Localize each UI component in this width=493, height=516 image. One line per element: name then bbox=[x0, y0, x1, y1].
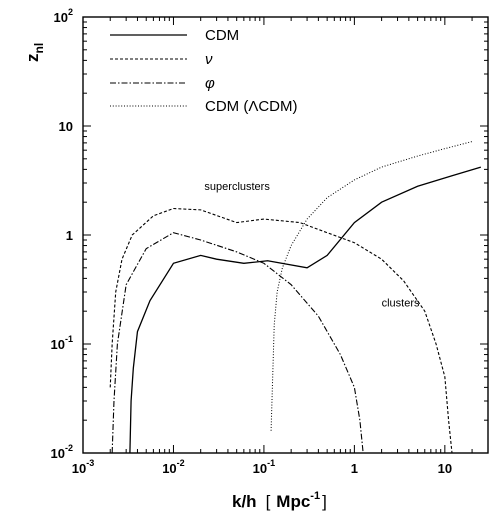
series-nu bbox=[109, 207, 453, 454]
y-tick-label: 10 bbox=[59, 119, 73, 134]
x-tick-label: 10 bbox=[438, 461, 452, 476]
x-axis-label-main: k/h bbox=[232, 492, 257, 511]
y-axis-label-sub: nl bbox=[32, 43, 46, 54]
x-tick-label: 1 bbox=[351, 461, 358, 476]
y-tick-label: 10-1 bbox=[51, 334, 73, 352]
x-axis-unit: Mpc bbox=[276, 492, 310, 511]
x-tick-label: 10-1 bbox=[253, 458, 275, 476]
x-axis-bracket-open: [ bbox=[266, 492, 271, 511]
y-tick-label: 1 bbox=[66, 228, 73, 243]
legend-label-nu: ν bbox=[205, 51, 213, 68]
y-tick-label: 102 bbox=[54, 7, 73, 25]
legend-label-phi: φ bbox=[205, 75, 215, 92]
x-axis-bracket-close: ] bbox=[322, 492, 327, 511]
x-tick-label: 10-3 bbox=[72, 458, 94, 476]
x-tick-label: 10-2 bbox=[162, 458, 184, 476]
x-axis-label: k/h [ Mpc-1] bbox=[232, 490, 327, 511]
y-axis-label-main: z bbox=[23, 54, 42, 63]
plot-frame bbox=[82, 16, 489, 454]
y-axis-label: znl bbox=[23, 43, 46, 62]
series-cdm bbox=[129, 166, 482, 454]
x-axis-unit-exp: -1 bbox=[310, 490, 320, 502]
series-phi bbox=[111, 232, 364, 454]
series-lcdm bbox=[270, 141, 473, 431]
series-lines bbox=[109, 141, 482, 454]
legend-label-cdm: CDM bbox=[205, 27, 239, 44]
annotation-superclusters: superclusters bbox=[204, 181, 270, 193]
legend-label-lcdm: CDM (ΛCDM) bbox=[205, 98, 298, 115]
y-tick-label: 10-2 bbox=[51, 443, 73, 461]
annotation-clusters: clusters bbox=[382, 298, 420, 310]
legend: CDM ν φ CDM (ΛCDM) bbox=[110, 27, 298, 115]
